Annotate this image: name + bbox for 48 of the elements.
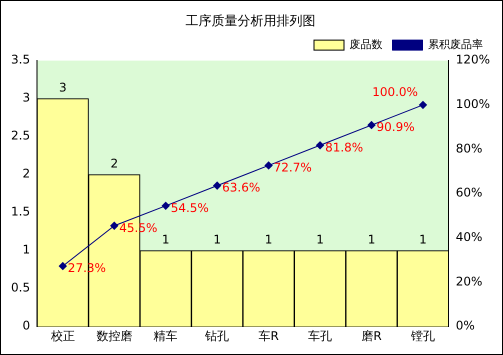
x-tick-label: 校正 — [50, 328, 75, 343]
data-label: 72.7% — [274, 160, 312, 175]
x-tick-label: 车孔 — [308, 328, 332, 343]
data-label: 90.9% — [376, 120, 415, 134]
point — [58, 262, 67, 270]
legend-label: 累积废品率 — [428, 38, 483, 51]
point — [368, 121, 376, 130]
data-label: 2 — [110, 156, 118, 171]
y2-tick-label: 80% — [456, 141, 482, 156]
y-tick-label: 1 — [22, 242, 30, 257]
x-tick-label: 车R — [258, 328, 279, 343]
data-label: 1 — [419, 232, 427, 247]
data-label: 54.5% — [170, 200, 209, 215]
x-tick-label: 精车 — [154, 328, 178, 343]
y2-tick-label: 100% — [456, 97, 490, 112]
point — [264, 161, 273, 170]
y-tick-label: 3 — [22, 90, 30, 105]
data-label: 81.8% — [325, 140, 364, 154]
y-tick-label: 0.5 — [10, 280, 30, 295]
point — [162, 202, 170, 210]
y2-tick-label: 120% — [456, 52, 490, 67]
data-label: 1 — [264, 232, 272, 247]
y-tick-label: 3.5 — [10, 52, 30, 67]
data-label: 63.6% — [222, 180, 260, 195]
y-tick-label: 1.5 — [10, 204, 30, 219]
point — [418, 100, 427, 109]
x-tick-label: 数控磨 — [96, 328, 132, 343]
x-tick-label: 磨R — [361, 328, 382, 343]
point — [316, 141, 324, 150]
y-tick-label: 0 — [22, 318, 30, 333]
data-label: 1 — [368, 232, 376, 247]
point — [110, 222, 118, 230]
legend-label: 废品数 — [350, 38, 382, 51]
data-label: 1 — [162, 232, 170, 247]
y2-tick-label: 0% — [456, 318, 475, 333]
data-label: 1 — [213, 232, 221, 247]
y2-tick-label: 60% — [456, 186, 482, 200]
y2-tick-label: 20% — [456, 274, 482, 288]
y2-tick-label: 40% — [456, 230, 482, 244]
chart-title: 工序质量分析用排列图 — [186, 13, 316, 30]
data-label: 1 — [316, 232, 324, 247]
y-tick-label: 2.5 — [10, 128, 30, 143]
point — [213, 182, 222, 190]
y-tick-label: 2 — [22, 166, 30, 181]
data-label: 100.0% — [372, 85, 418, 100]
x-tick-label: 钻孔 — [204, 328, 230, 343]
data-label: 3 — [58, 80, 67, 95]
x-tick-label: 镗孔 — [410, 328, 435, 343]
